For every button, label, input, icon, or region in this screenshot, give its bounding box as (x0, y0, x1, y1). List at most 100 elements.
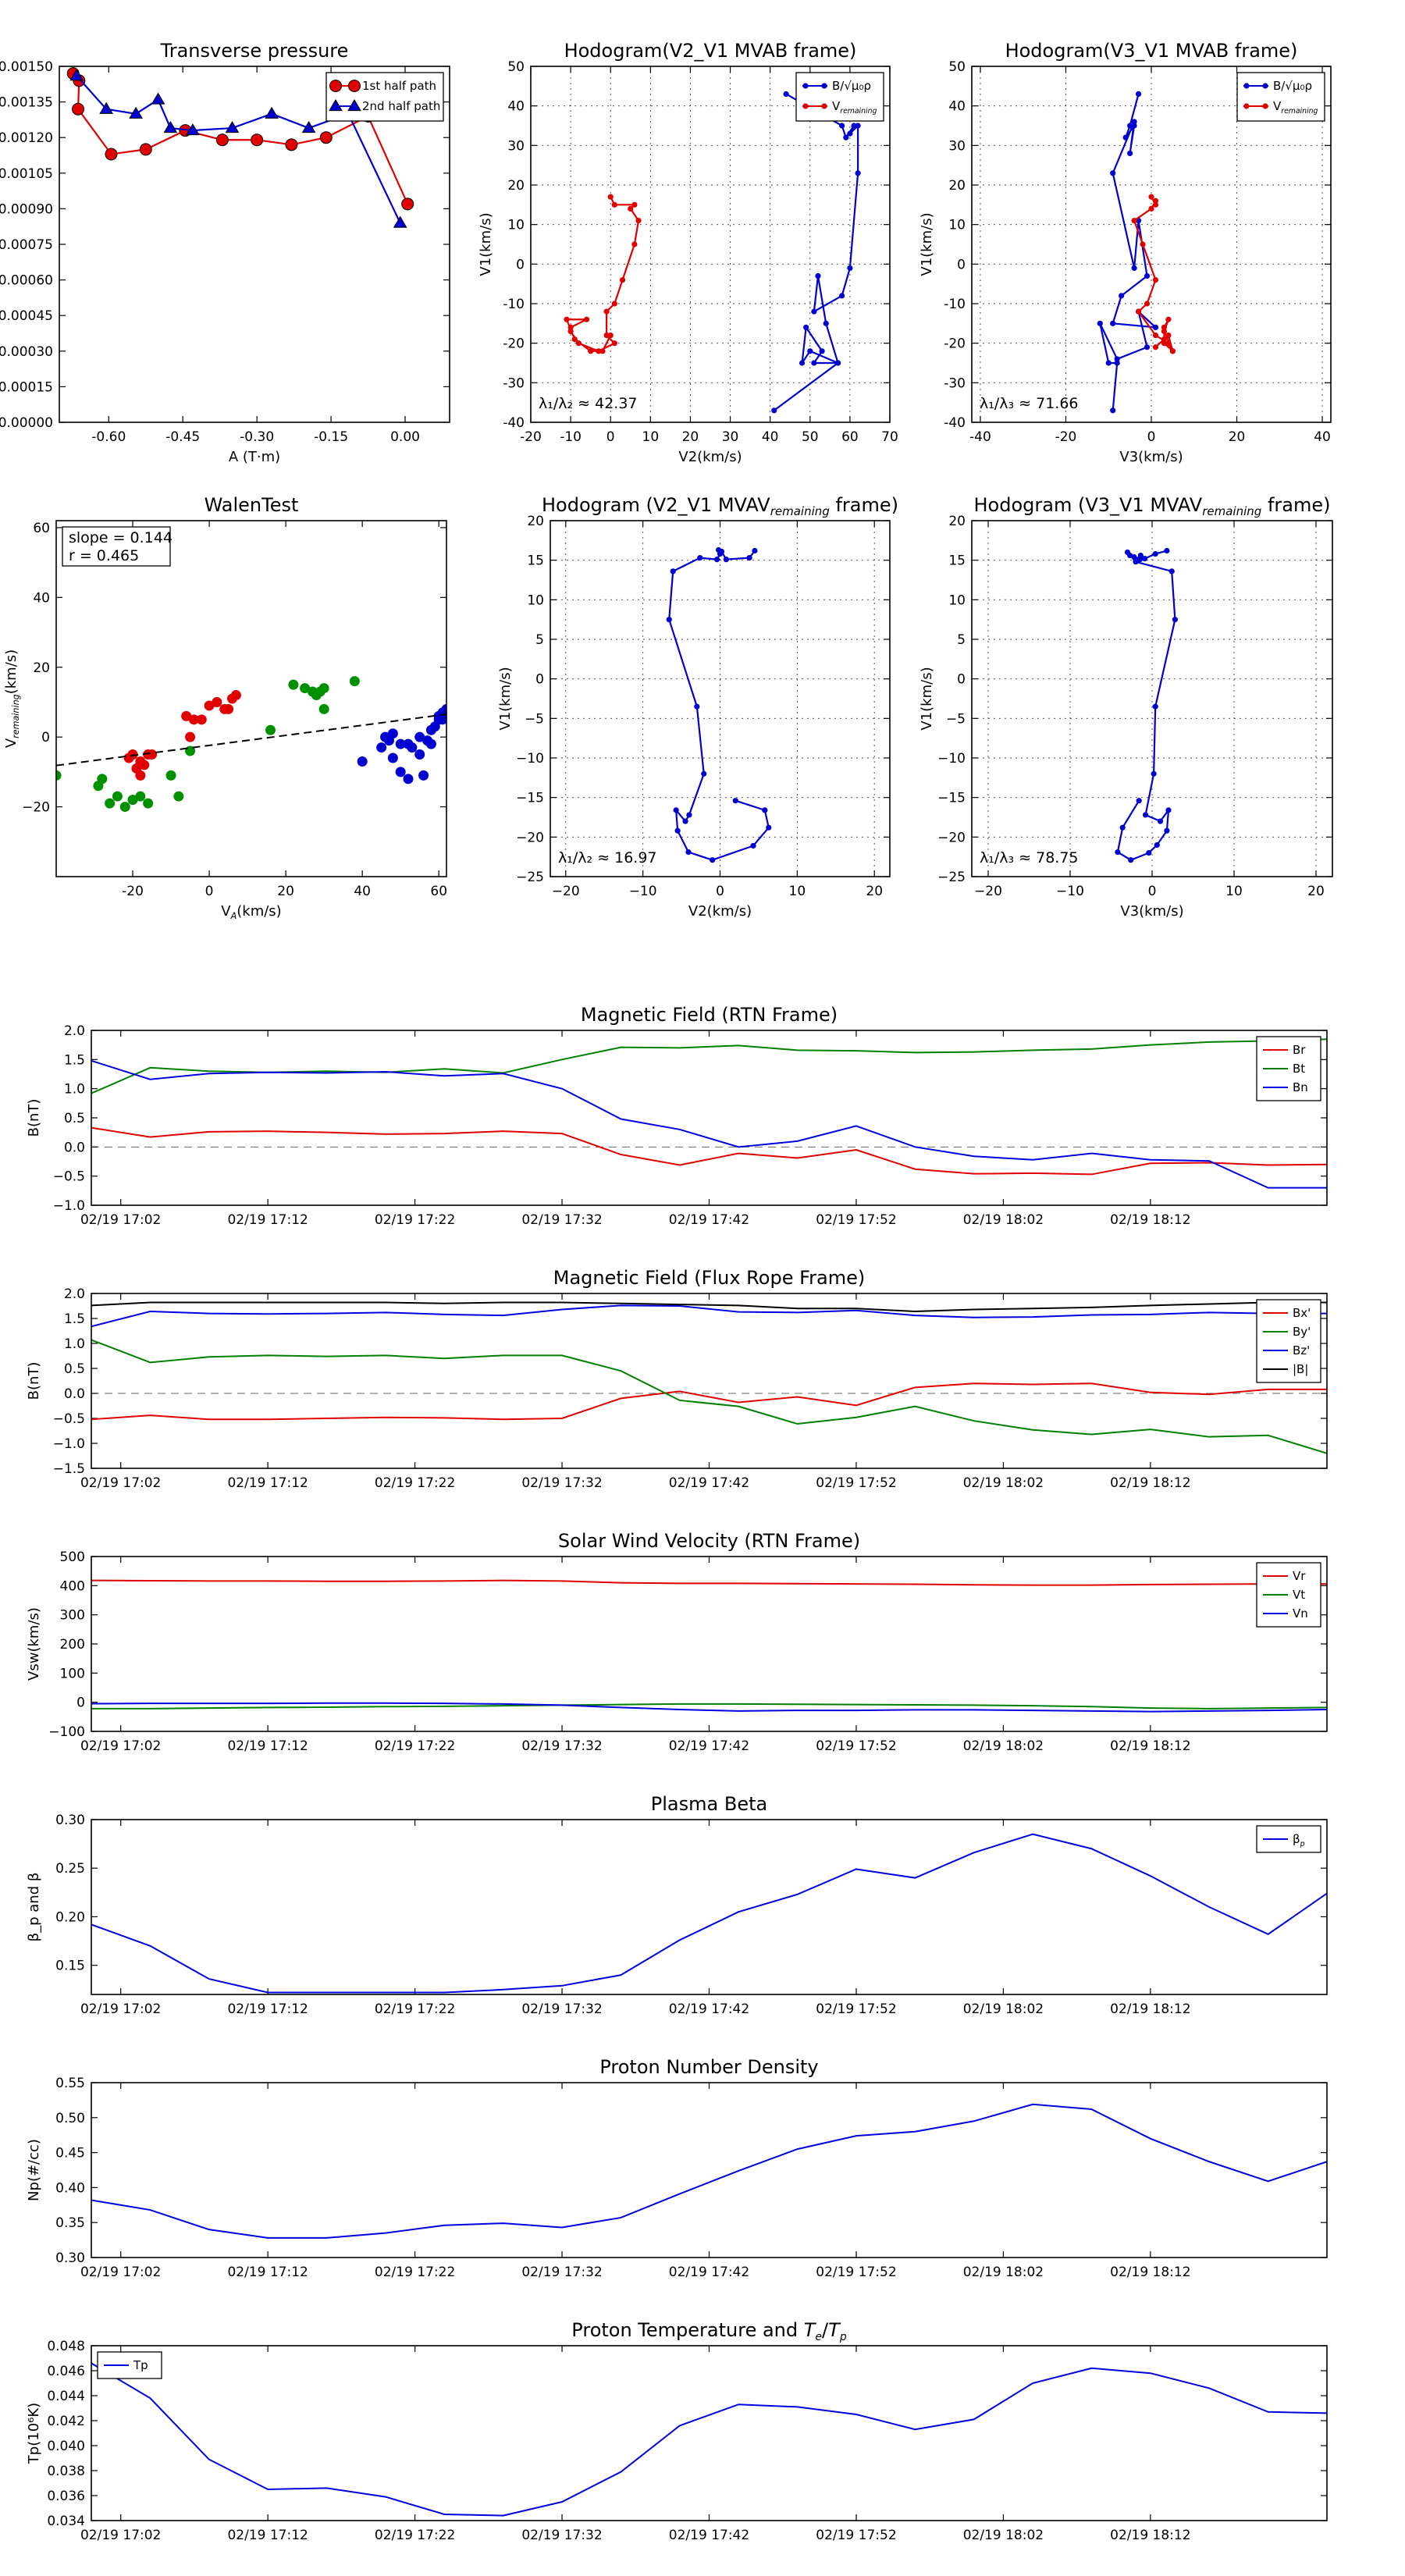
x-tick-label: -10 (560, 429, 582, 445)
x-tick-label: 20 (682, 429, 699, 445)
chart-title: Hodogram(V3_V1 MVAB frame) (1005, 40, 1298, 62)
data-point (851, 123, 857, 129)
data-point (147, 749, 158, 760)
x-tick-label: 02/19 17:12 (227, 2001, 308, 2017)
data-point (847, 265, 853, 271)
y-tick-label: 20 (948, 514, 966, 529)
x-tick-label: 02/19 17:02 (80, 1212, 161, 1228)
data-point (567, 328, 574, 335)
data-point (611, 340, 617, 347)
data-point (196, 714, 207, 725)
data-point (1141, 556, 1148, 562)
data-point (315, 686, 325, 697)
data-point (319, 131, 333, 144)
data-point (855, 123, 861, 129)
x-tick-label: 02/19 17:52 (816, 1738, 896, 1754)
x-tick-label: 02/19 17:32 (521, 2001, 602, 2017)
data-point (1152, 324, 1159, 330)
chart-p9: Solar Wind Velocity (RTN Frame) 02/19 17:… (26, 1530, 1328, 1754)
data-point (1136, 798, 1142, 804)
y-tick-label: −20 (516, 830, 544, 845)
chart-p8: Magnetic Field (Flux Rope Frame) 02/19 17… (26, 1267, 1328, 1491)
data-point (762, 807, 768, 813)
plot-frame (55, 520, 447, 877)
x-tick-label: 02/19 18:02 (963, 2265, 1044, 2280)
x-tick-label: 0 (1147, 429, 1156, 445)
data-point (717, 550, 724, 557)
y-tick-label: −0.5 (53, 1169, 85, 1185)
y-tick-label: 0.046 (47, 2364, 85, 2379)
y-tick-label: -40 (503, 415, 525, 431)
x-tick-label: -20 (122, 884, 144, 899)
y-tick-label: 40 (507, 99, 525, 115)
data-layer (91, 1038, 1327, 1189)
y-tick-label: 1.5 (64, 1052, 85, 1068)
data-point (1151, 770, 1157, 777)
y-tick-label: −5 (946, 711, 966, 727)
x-axis-label: A (T·m) (229, 449, 280, 465)
y-tick-label: 15 (948, 553, 966, 569)
legend-marker (348, 80, 361, 92)
y-tick-label: −20 (22, 800, 50, 816)
legend-label: Bx' (1293, 1306, 1311, 1320)
data-point (588, 348, 594, 354)
data-point (265, 724, 276, 735)
y-axis-label: β_p and β (26, 1873, 42, 1942)
series-line-3 (91, 1301, 1327, 1313)
data-point (803, 324, 809, 330)
y-tick-label: 20 (527, 514, 544, 529)
x-tick-label: 02/19 17:02 (80, 2001, 161, 2017)
data-point (732, 798, 738, 804)
data-point (403, 774, 414, 785)
x-axis-label: VA(km/s) (221, 903, 281, 921)
data-point (1097, 320, 1103, 326)
data-layer (56, 676, 446, 813)
legend-box (325, 72, 444, 122)
data-layer (91, 2103, 1327, 2239)
series-line-1 (91, 1703, 1327, 1710)
x-tick-label: 02/19 17:52 (816, 1475, 896, 1491)
data-point (127, 795, 138, 806)
y-axis-label: Np(#/cc) (26, 2139, 42, 2201)
data-point (1161, 324, 1168, 330)
data-point (823, 320, 829, 326)
data-point (1152, 550, 1158, 557)
eigen-ratio-text: λ₁/λ₂ ≈ 16.97 (558, 849, 657, 866)
y-tick-label: 10 (527, 592, 544, 608)
y-tick-label: 0 (535, 672, 544, 688)
x-tick-label: −10 (1056, 884, 1084, 899)
y-tick-label: -30 (503, 375, 525, 391)
y-tick-label: −10 (516, 751, 544, 767)
x-tick-label: 02/19 17:22 (375, 1212, 455, 1228)
data-point (1152, 197, 1159, 204)
data-point (387, 728, 398, 739)
data-point (1146, 850, 1152, 856)
data-point (697, 555, 703, 561)
data-point (1168, 568, 1175, 575)
plot-frame (91, 1293, 1328, 1469)
data-point (685, 849, 692, 856)
eigen-ratio-text: λ₁/λ₂ ≈ 42.37 (539, 395, 638, 412)
y-tick-label: 500 (60, 1550, 85, 1565)
data-point (571, 336, 578, 343)
data-point (855, 170, 861, 176)
legend-marker (1243, 83, 1250, 89)
y-tick-label: 40 (33, 590, 50, 606)
chart-title: Hodogram (V2_V1 MVAVremaining frame) (542, 494, 898, 518)
x-tick-label: 02/19 17:12 (227, 2528, 308, 2543)
y-tick-label: 0.00000 (0, 415, 53, 431)
y-tick-label: 0.5 (64, 1111, 85, 1126)
x-tick-label: 0 (1148, 884, 1157, 899)
data-point (223, 703, 234, 714)
data-point (1161, 340, 1168, 347)
y-tick-label: 0.00105 (0, 166, 53, 182)
data-point (752, 547, 758, 554)
x-tick-label: 02/19 17:02 (80, 1475, 161, 1491)
y-tick-label: 0 (41, 730, 50, 745)
series-line-0 (91, 2362, 1327, 2517)
data-point (357, 756, 368, 767)
x-tick-label: -0.30 (240, 429, 274, 445)
legend-marker (347, 99, 361, 112)
data-layer (66, 67, 414, 228)
y-tick-label: −25 (937, 870, 966, 885)
